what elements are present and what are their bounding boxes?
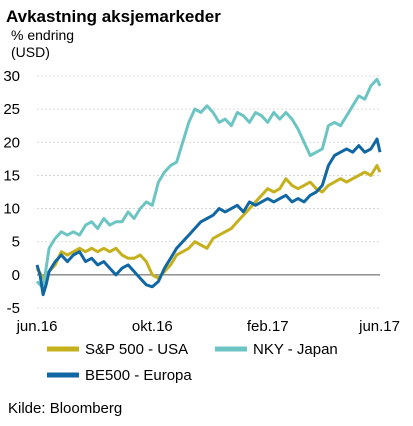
x-tick-label: jun.17: [358, 318, 400, 335]
source-note: Kilde: Bloomberg: [8, 400, 122, 417]
grid-lines: [37, 75, 380, 309]
y-tick-label: 10: [3, 201, 20, 218]
y-tick-label: 5: [12, 234, 20, 251]
y-tick-label: 30: [3, 68, 20, 85]
x-axis-ticks: jun.16 okt.16 feb.17 jun.17: [16, 318, 400, 335]
x-tick-label: jun.16: [16, 318, 58, 335]
x-tick-label: feb.17: [247, 318, 289, 335]
y-tick-label: 0: [12, 267, 20, 284]
legend-label: S&P 500 - USA: [85, 341, 188, 358]
chart-title: Avkastning aksjemarkeder: [6, 7, 221, 26]
series-line-0: [35, 164, 382, 280]
legend-label: NKY - Japan: [253, 341, 338, 358]
y-tick-label: 15: [3, 167, 20, 184]
series-lines: [35, 77, 382, 297]
x-tick-label: okt.16: [132, 318, 173, 335]
y-axis-ticks: -5 0 5 10 15 20 25 30: [3, 68, 20, 317]
y-axis-currency-label: (USD): [11, 44, 50, 60]
y-tick-label: -5: [7, 300, 20, 317]
y-tick-label: 20: [3, 134, 20, 151]
legend-label: BE500 - Europa: [85, 367, 192, 384]
y-axis-unit-label: % endring: [11, 27, 74, 43]
series-line-1: [35, 77, 382, 290]
series-line-2: [35, 137, 382, 297]
y-tick-label: 25: [3, 101, 20, 118]
legend: S&P 500 - USA NKY - Japan BE500 - Europa: [47, 341, 338, 384]
